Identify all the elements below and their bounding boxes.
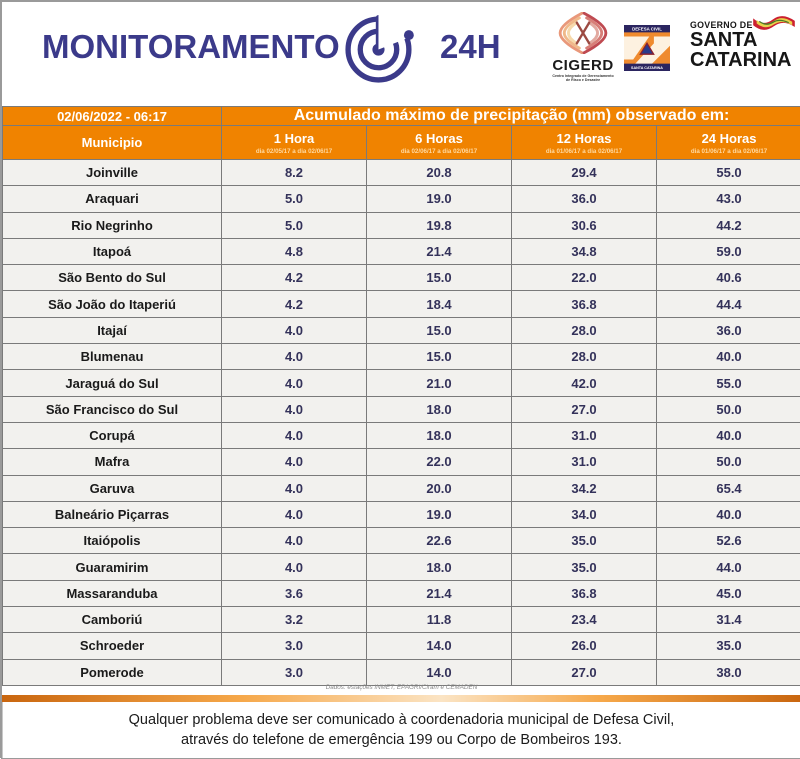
svg-text:SANTA CATARINA: SANTA CATARINA (631, 66, 663, 70)
svg-text:DEFESA CIVIL: DEFESA CIVIL (632, 26, 662, 31)
